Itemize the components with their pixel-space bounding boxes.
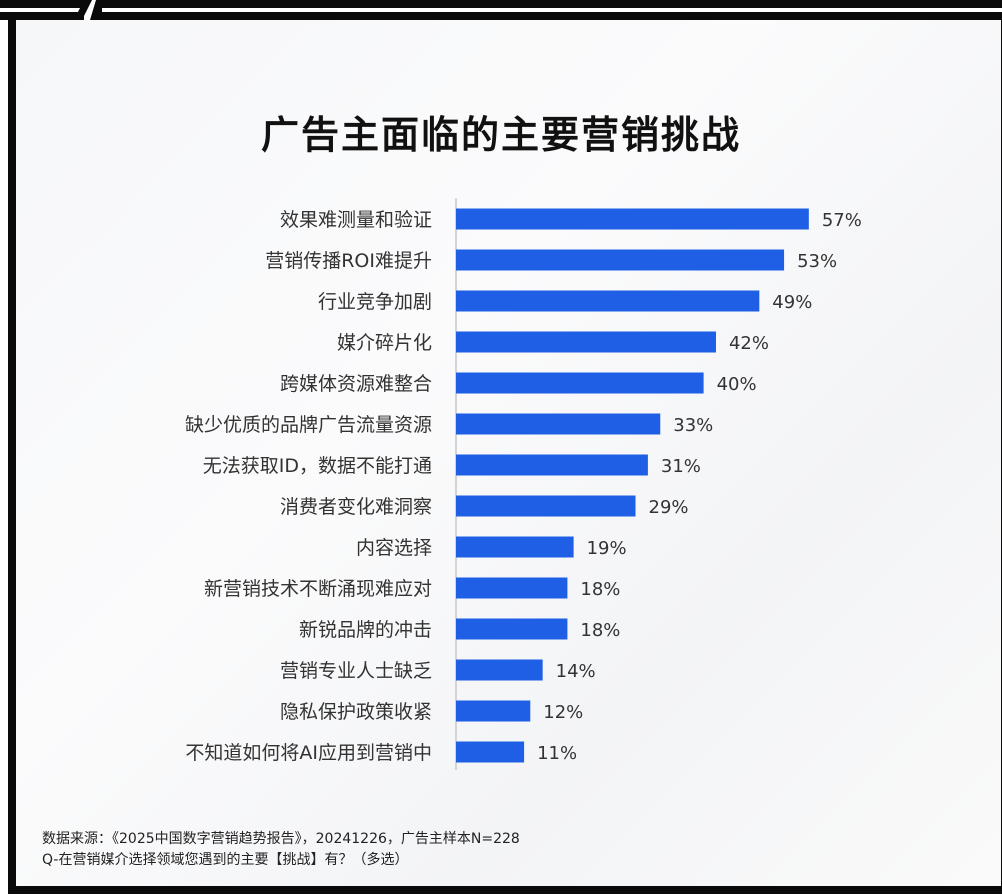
value-label: 14% (556, 661, 596, 682)
bar (456, 413, 661, 435)
question-note: Q-在营销媒介选择领域您遇到的主要【挑战】有？（多选） (42, 852, 409, 868)
category-label: 消费者变化难洞察 (280, 496, 432, 518)
value-label: 42% (729, 333, 769, 354)
value-label: 29% (649, 497, 689, 518)
bar (456, 659, 543, 681)
category-label: 营销专业人士缺乏 (280, 660, 432, 682)
bar (456, 536, 574, 558)
category-label: 行业竞争加剧 (318, 291, 432, 313)
category-label: 缺少优质的品牌广告流量资源 (185, 414, 432, 436)
category-label: 新锐品牌的冲击 (299, 619, 432, 641)
category-label: 新营销技术不断涌现难应对 (204, 578, 432, 600)
bar (456, 290, 760, 312)
bar (456, 577, 568, 599)
value-label: 49% (772, 292, 812, 313)
category-label: 媒介碎片化 (337, 332, 432, 354)
value-label: 12% (543, 702, 583, 723)
bar (456, 249, 785, 271)
value-label: 53% (797, 251, 837, 272)
value-label: 18% (580, 579, 620, 600)
bar (456, 495, 636, 517)
value-label: 31% (661, 456, 701, 477)
bar (456, 331, 716, 353)
value-label: 33% (673, 415, 713, 436)
bar (456, 700, 531, 722)
category-label: 无法获取ID，数据不能打通 (203, 455, 432, 477)
value-label: 57% (822, 210, 862, 231)
source-note: 数据来源：《2025中国数字营销趋势报告》，20241226，广告主样本N=22… (42, 831, 520, 847)
category-label: 内容选择 (356, 537, 432, 559)
value-label: 11% (537, 743, 577, 764)
value-label: 18% (580, 620, 620, 641)
category-label: 跨媒体资源难整合 (280, 373, 432, 395)
bar (456, 372, 704, 394)
top-border-decoration (0, 0, 1002, 20)
category-label: 隐私保护政策收紧 (280, 701, 432, 723)
bar (456, 208, 809, 230)
category-label: 效果难测量和验证 (280, 209, 432, 231)
bar (456, 741, 525, 763)
value-label: 40% (717, 374, 757, 395)
chart-title: 广告主面临的主要营销挑战 (260, 113, 741, 157)
bar (456, 618, 568, 640)
value-label: 19% (587, 538, 627, 559)
category-label: 营销传播ROI难提升 (265, 250, 432, 272)
bar (456, 454, 648, 476)
category-label: 不知道如何将AI应用到营销中 (185, 742, 432, 764)
